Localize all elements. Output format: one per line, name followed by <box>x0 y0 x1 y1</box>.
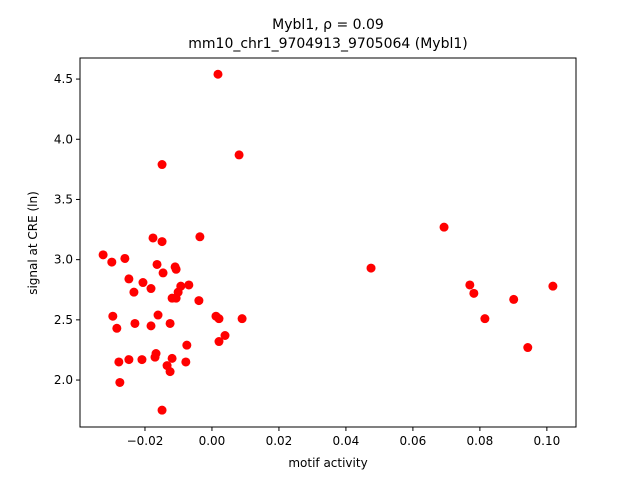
point <box>167 353 177 363</box>
point <box>220 331 230 341</box>
point <box>112 323 122 333</box>
y-tick-label: 2.5 <box>54 313 73 327</box>
point <box>195 232 205 242</box>
chart-subtitle: mm10_chr1_9704913_9705064 (Mybl1) <box>188 36 467 52</box>
point <box>138 278 148 288</box>
point <box>146 321 156 331</box>
point <box>98 250 108 260</box>
point <box>157 405 167 415</box>
point <box>194 296 204 306</box>
point <box>137 355 147 365</box>
x-tick-label: 0.08 <box>467 434 494 448</box>
y-tick-label: 4.5 <box>54 72 73 86</box>
point <box>124 274 134 284</box>
point <box>237 314 247 324</box>
point <box>148 233 158 243</box>
point <box>214 337 224 347</box>
point <box>165 318 175 328</box>
point <box>108 311 118 321</box>
point <box>234 150 244 160</box>
point <box>158 268 168 278</box>
point <box>115 377 125 387</box>
x-tick-label: 0.06 <box>400 434 427 448</box>
point <box>523 343 533 353</box>
point <box>152 259 162 269</box>
point <box>153 310 163 320</box>
point <box>107 257 117 267</box>
point <box>213 69 223 79</box>
chart-title: Mybl1, ρ = 0.09 <box>272 17 384 33</box>
point <box>130 318 140 328</box>
point <box>120 253 130 263</box>
x-tick-label: 0.04 <box>333 434 360 448</box>
point <box>146 284 156 294</box>
x-tick-label: 0.10 <box>534 434 561 448</box>
point <box>214 314 224 324</box>
point <box>509 294 519 304</box>
point <box>114 357 124 367</box>
point <box>171 264 181 274</box>
point <box>548 281 558 291</box>
point <box>480 314 490 324</box>
point <box>129 287 139 297</box>
point <box>171 293 181 303</box>
point <box>124 355 134 365</box>
point <box>157 237 167 247</box>
y-tick-label: 4.0 <box>54 132 73 146</box>
x-tick-label: 0.00 <box>199 434 226 448</box>
point <box>469 288 479 298</box>
point <box>184 280 194 290</box>
y-axis-label: signal at CRE (ln) <box>26 191 40 295</box>
point <box>150 352 160 362</box>
y-tick-label: 3.5 <box>54 192 73 206</box>
point <box>157 160 167 170</box>
point <box>181 357 191 367</box>
plot-frame <box>79 57 577 428</box>
point <box>165 367 175 377</box>
x-tick-label: −0.02 <box>127 434 164 448</box>
point <box>182 340 192 350</box>
point <box>439 222 449 232</box>
y-tick-label: 2.0 <box>54 373 73 387</box>
y-tick-label: 3.0 <box>54 253 73 267</box>
point <box>366 263 376 273</box>
point <box>465 280 475 290</box>
x-axis-label: motif activity <box>288 456 367 470</box>
x-tick-label: 0.02 <box>266 434 293 448</box>
